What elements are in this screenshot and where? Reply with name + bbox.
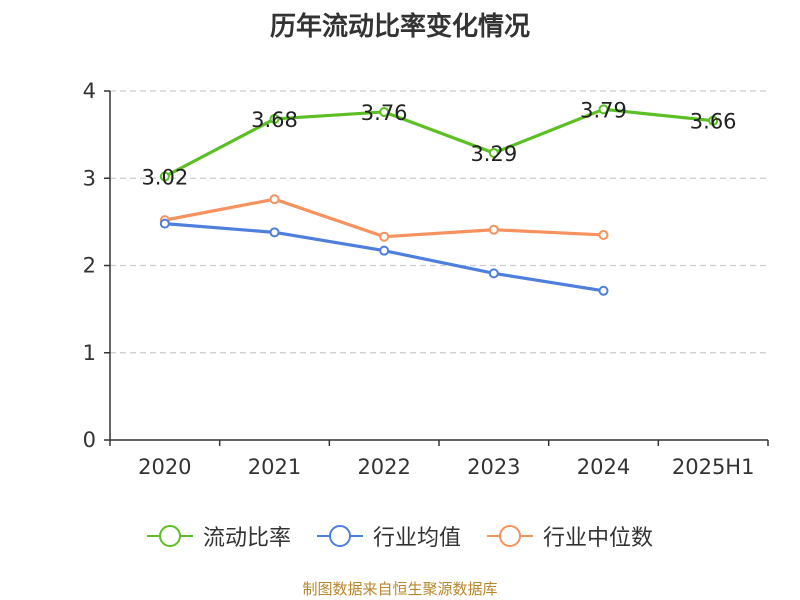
source-note: 制图数据来自恒生聚源数据库 (302, 580, 498, 598)
data-point (488, 147, 499, 158)
x-tick-label: 2022 (357, 455, 410, 479)
legend-label-industry-average: 行业均值 (372, 526, 461, 551)
data-point (379, 231, 390, 242)
legend: 流动比率 行业均值 行业中位数 (0, 520, 800, 552)
data-point (708, 115, 719, 126)
y-tick-label: 2 (83, 254, 96, 278)
series-industry-average (159, 218, 609, 296)
y-tick-label: 3 (83, 166, 96, 190)
chart-title: 历年流动比率变化情况 (269, 12, 530, 42)
axes: 0 1 2 3 4 2020 2021 2022 2023 2024 2025H1 (83, 79, 769, 479)
series-line (163, 107, 715, 179)
x-tick-label: 2020 (138, 455, 191, 479)
data-point (269, 227, 280, 238)
legend-item-current-ratio[interactable]: 流动比率 (146, 520, 291, 552)
x-tick-label: 2023 (467, 455, 520, 479)
y-tick-label: 1 (83, 341, 96, 365)
data-point (269, 194, 280, 205)
data-point (488, 224, 499, 235)
data-label: 3.76 (361, 101, 408, 125)
data-label: 3.79 (580, 98, 627, 122)
series-lines (159, 104, 719, 296)
legend-label-industry-median: 行业中位数 (543, 526, 654, 551)
data-label: 3.29 (470, 142, 517, 166)
data-label: 3.68 (251, 108, 298, 132)
data-label: 3.66 (690, 110, 737, 134)
data-labels: 3.02 3.68 3.76 3.29 3.79 3.66 (141, 98, 736, 189)
legend-label-current-ratio: 流动比率 (202, 526, 291, 551)
x-tick-label: 2025H1 (672, 455, 755, 479)
y-tick-label: 4 (83, 79, 96, 103)
data-point (598, 229, 609, 240)
legend-swatch-industry-average (316, 524, 363, 548)
data-point (159, 171, 170, 182)
data-point (269, 113, 280, 124)
y-tick-label: 0 (83, 428, 96, 452)
series-current-ratio (159, 104, 719, 182)
series-industry-median (159, 194, 609, 242)
x-tick-label: 2024 (577, 455, 630, 479)
data-point (379, 106, 390, 117)
data-point (159, 218, 170, 229)
legend-swatch-industry-median (487, 524, 533, 548)
data-label: 3.02 (141, 166, 188, 190)
legend-swatch-current-ratio (146, 524, 193, 548)
grid-lines (110, 90, 768, 354)
legend-item-industry-median[interactable]: 行业中位数 (487, 520, 653, 552)
data-point (488, 268, 499, 279)
legend-item-industry-average[interactable]: 行业均值 (316, 520, 461, 552)
data-point (598, 285, 609, 296)
x-tick-label: 2021 (248, 455, 301, 479)
data-point (379, 245, 390, 256)
series-line (163, 197, 606, 239)
data-point (598, 104, 609, 115)
